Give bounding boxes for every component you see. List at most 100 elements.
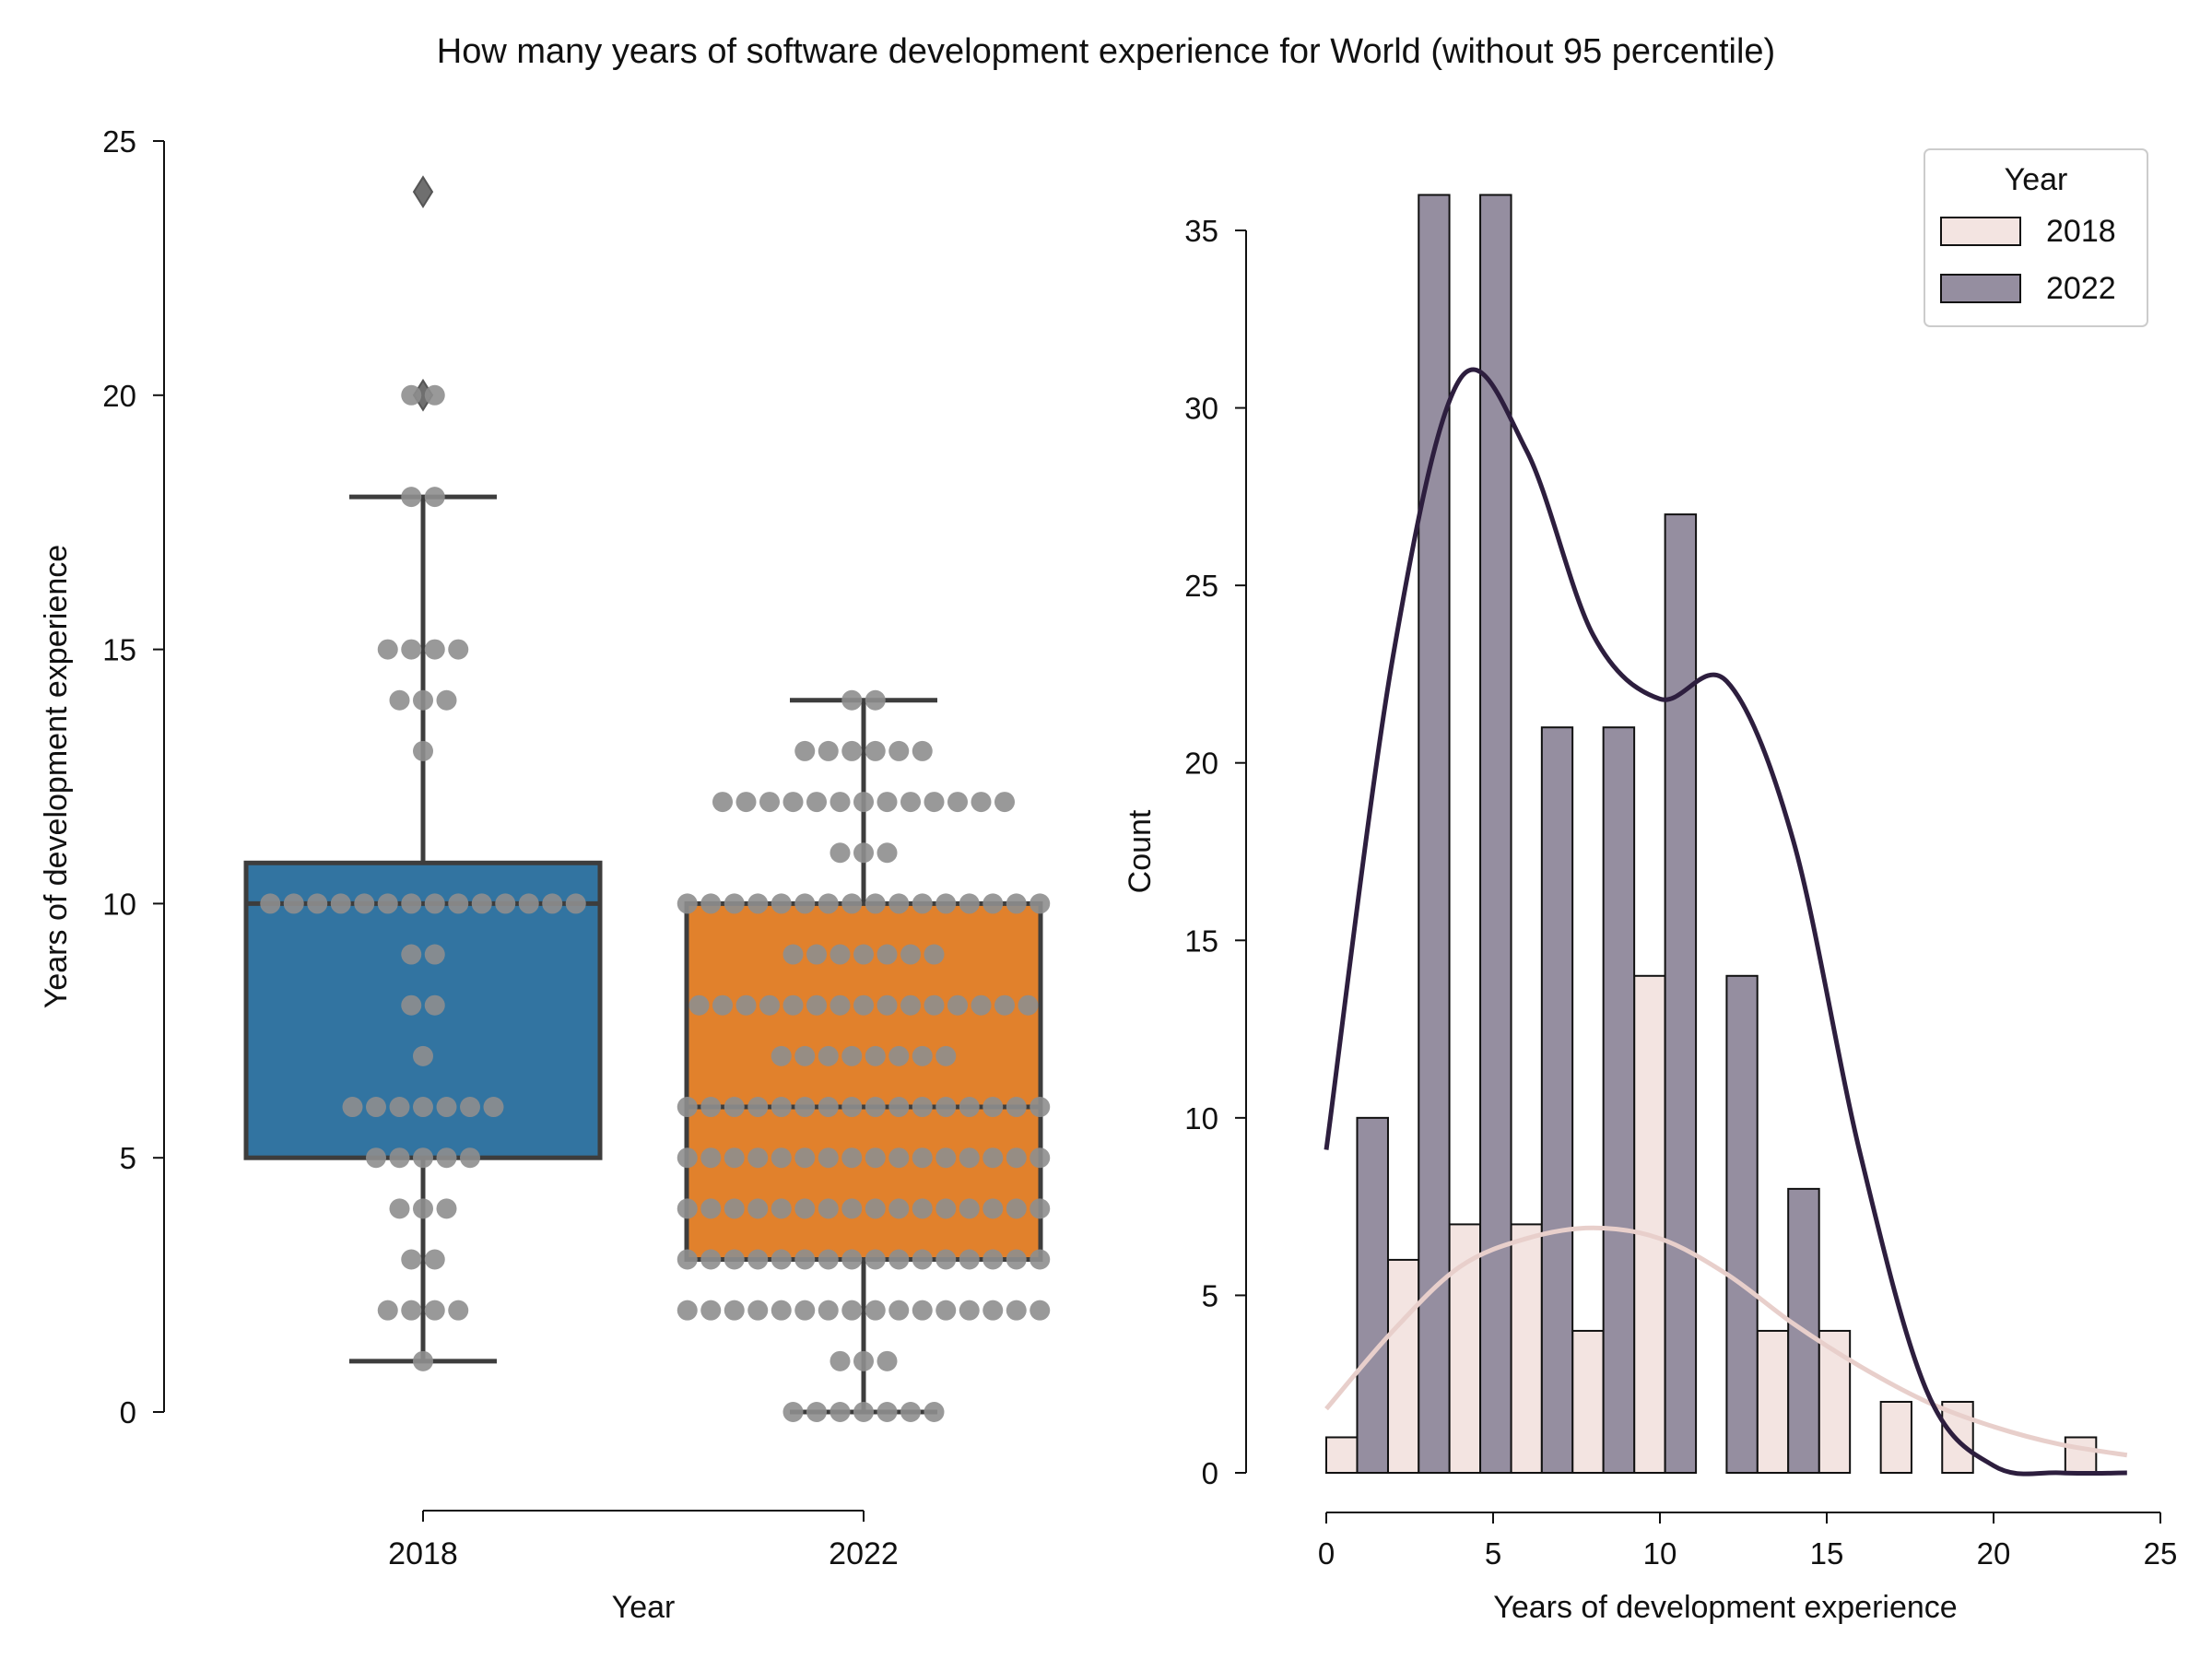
swarm-point-2022 — [888, 1300, 910, 1321]
box-y-tick-label: 5 — [120, 1141, 136, 1175]
swarm-point-2022 — [982, 1300, 1004, 1321]
swarm-point-2018 — [389, 689, 410, 711]
swarm-point-2022 — [888, 893, 910, 914]
hist-y-axis-label: Count — [1123, 809, 1158, 893]
swarm-point-2022 — [759, 792, 780, 813]
swarm-point-2022 — [865, 689, 886, 711]
swarm-point-2022 — [877, 1350, 898, 1371]
swarm-point-2022 — [1030, 1147, 1051, 1169]
swarm-point-2018 — [401, 1249, 422, 1270]
box-y-tick-label: 15 — [102, 633, 136, 667]
swarm-point-2022 — [924, 994, 945, 1016]
swarm-point-2018 — [436, 689, 457, 711]
swarm-point-2022 — [994, 792, 1015, 813]
swarm-point-2018 — [413, 689, 433, 711]
swarm-point-2022 — [924, 944, 945, 965]
swarm-point-2022 — [771, 1147, 792, 1169]
swarm-point-2022 — [724, 893, 745, 914]
swarm-point-2022 — [794, 1300, 816, 1321]
legend-swatch-2022 — [1940, 274, 2021, 303]
swarm-point-2022 — [794, 1249, 816, 1270]
hist-bar-2018 — [1633, 974, 1666, 1475]
swarm-point-2022 — [830, 792, 851, 813]
swarm-point-2022 — [771, 1097, 792, 1118]
swarm-point-2018 — [424, 487, 445, 508]
swarm-point-2022 — [982, 1249, 1004, 1270]
swarm-point-2022 — [841, 1249, 863, 1270]
swarm-point-2018 — [495, 893, 516, 914]
swarm-point-2022 — [830, 944, 851, 965]
swarm-point-2022 — [853, 1350, 874, 1371]
swarm-point-2018 — [401, 487, 422, 508]
swarm-point-2022 — [782, 944, 804, 965]
swarm-point-2022 — [677, 1249, 698, 1270]
swarm-point-2022 — [747, 1198, 769, 1219]
swarm-point-2022 — [1030, 1198, 1051, 1219]
swarm-point-2022 — [994, 994, 1015, 1016]
swarm-point-2018 — [377, 893, 398, 914]
box-x-tick-label: 2022 — [829, 1536, 899, 1571]
swarm-point-2022 — [865, 1300, 886, 1321]
hist-y-tick-label: 35 — [1184, 214, 1218, 248]
swarm-point-2022 — [947, 792, 968, 813]
swarm-point-2022 — [1030, 1300, 1051, 1321]
swarm-point-2018 — [424, 384, 445, 406]
swarm-point-2022 — [853, 792, 874, 813]
swarm-point-2022 — [700, 1300, 722, 1321]
swarm-point-2022 — [818, 740, 839, 761]
legend: Year 2018 2022 — [1924, 148, 2148, 327]
swarm-point-2018 — [448, 893, 469, 914]
swarm-point-2022 — [1006, 893, 1027, 914]
swarm-point-2022 — [841, 1147, 863, 1169]
swarm-point-2018 — [413, 1350, 433, 1371]
swarm-point-2022 — [830, 1350, 851, 1371]
hist-x-tick-label: 20 — [1977, 1536, 2011, 1571]
swarm-point-2022 — [1030, 893, 1051, 914]
swarm-point-2018 — [377, 639, 398, 660]
swarm-point-2022 — [935, 1198, 957, 1219]
box-x-axis-label: Year — [612, 1590, 676, 1625]
swarm-point-2022 — [888, 1249, 910, 1270]
swarm-point-2022 — [830, 842, 851, 864]
swarm-point-2018 — [377, 1300, 398, 1321]
swarm-point-2018 — [413, 740, 433, 761]
swarm-point-2022 — [971, 792, 992, 813]
swarm-point-2022 — [771, 1249, 792, 1270]
swarm-point-2022 — [877, 792, 898, 813]
legend-swatch-2018 — [1940, 217, 2021, 246]
swarm-point-2022 — [912, 1097, 933, 1118]
swarm-point-2022 — [818, 1249, 839, 1270]
hist-x-tick-label: 25 — [2144, 1536, 2178, 1571]
swarm-point-2022 — [759, 994, 780, 1016]
swarm-point-2022 — [724, 1198, 745, 1219]
outlier-marker-2018 — [412, 175, 434, 209]
swarm-point-2022 — [853, 944, 874, 965]
swarm-point-2018 — [401, 1300, 422, 1321]
swarm-point-2022 — [841, 740, 863, 761]
swarm-point-2022 — [865, 1097, 886, 1118]
kde-curve-2022 — [1324, 367, 2127, 1477]
swarm-point-2018 — [460, 1097, 480, 1118]
hist-bar-2022 — [1540, 726, 1574, 1474]
legend-title: Year — [2005, 162, 2068, 197]
swarm-point-2022 — [912, 1249, 933, 1270]
swarm-point-2022 — [747, 1097, 769, 1118]
swarm-point-2022 — [959, 1147, 980, 1169]
swarm-point-2022 — [935, 1300, 957, 1321]
swarm-point-2022 — [935, 1097, 957, 1118]
swarm-point-2022 — [724, 1097, 745, 1118]
hist-x-axis-label: Years of development experience — [1493, 1590, 1957, 1625]
swarm-point-2018 — [483, 1097, 504, 1118]
swarm-point-2022 — [712, 994, 733, 1016]
hist-y-tick-label: 5 — [1202, 1278, 1218, 1312]
swarm-point-2022 — [1006, 1198, 1027, 1219]
swarm-point-2018 — [401, 384, 422, 406]
swarm-point-2022 — [935, 1249, 957, 1270]
swarm-point-2022 — [677, 893, 698, 914]
figure-title: How many years of software development e… — [437, 32, 1775, 71]
swarm-point-2022 — [818, 1198, 839, 1219]
swarm-point-2018 — [413, 1147, 433, 1169]
box-x-tick-label: 2018 — [388, 1536, 458, 1571]
swarm-point-2022 — [982, 1147, 1004, 1169]
